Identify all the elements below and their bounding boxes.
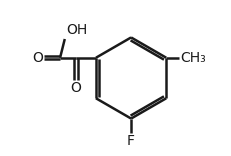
Text: O: O (32, 51, 43, 65)
Text: F: F (127, 134, 135, 148)
Text: OH: OH (66, 23, 88, 37)
Text: O: O (70, 81, 81, 95)
Text: CH₃: CH₃ (180, 51, 206, 65)
